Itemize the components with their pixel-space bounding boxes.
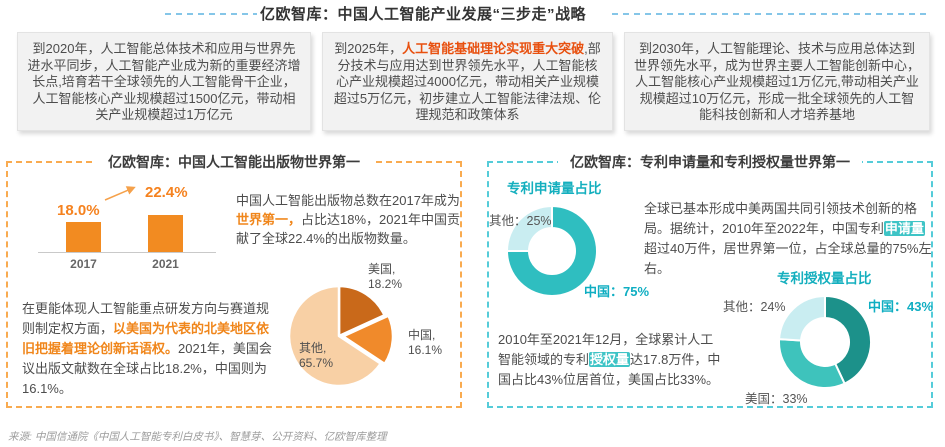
pie-label-other: 其他, 65.7% bbox=[299, 341, 334, 370]
donut-label-grants-china: 中国：43% bbox=[868, 299, 934, 314]
text-segment: 中国人工智能出版物总数在2017年成为 bbox=[236, 193, 460, 208]
publications-bar-chart: 18.0% 22.4% 2017 2021 bbox=[33, 183, 228, 295]
text-segment: 2010年至2021年12月，全球累计人工智能领域的专利 bbox=[498, 332, 714, 367]
donut-label-applications-other: 其他：25% bbox=[489, 214, 552, 228]
pie-slice-美国 bbox=[778, 338, 846, 389]
pie-slice-中国 bbox=[506, 205, 598, 297]
text-segment: 以美国为代表的北美地区依旧把握着理论创新话语权。 bbox=[22, 321, 270, 356]
pie-label-china: 中国, 16.1% bbox=[408, 328, 443, 357]
patent-grants-donut bbox=[778, 295, 872, 389]
growth-arrow-icon bbox=[104, 186, 136, 201]
text-segment: 2021年，美国会议出版文献数在全球占比18.2%，中国则为16.1%。 bbox=[22, 341, 272, 396]
applications-note: 全球已基本形成中美两国共同引领技术创新的格局。据统计，2010年至2022年，中… bbox=[644, 199, 936, 279]
text-segment: 世界第一， bbox=[236, 212, 302, 227]
header-dash-right bbox=[612, 13, 930, 15]
publications-note: 中国人工智能出版物总数在2017年成为世界第一，占比达18%，2021年中国贡献… bbox=[236, 191, 466, 248]
pie-slice-中国 bbox=[341, 314, 395, 366]
strategy-boxes-row: 到2020年，人工智能总体技术和应用与世界先进水平同步，人工智能产业成为新的重要… bbox=[17, 32, 930, 131]
donut-label-grants-usa: 美国：33% bbox=[745, 392, 808, 406]
text-segment: 申请量 bbox=[883, 221, 925, 236]
bar-category-2021: 2021 bbox=[152, 257, 179, 271]
text-segment: 到2030年，人工智能理论、技术与应用总体达到世界领先水平，成为世界主要人工智能… bbox=[634, 41, 921, 122]
text-segment: 全球已基本形成中美两国共同引领技术创新的格局。据统计，2010年至2022年，中… bbox=[644, 201, 918, 236]
donut-label-grants-other: 其他：24% bbox=[723, 300, 786, 314]
text-segment: 到2020年，人工智能总体技术和应用与世界先进水平同步，人工智能产业成为新的重要… bbox=[27, 41, 301, 122]
patents-panel-title: 亿欧智库：专利申请量和专利授权量世界第一 bbox=[558, 152, 862, 172]
pie-slice-中国 bbox=[824, 295, 872, 385]
publications-pie-chart bbox=[287, 284, 395, 388]
north-america-note: 在更能体现人工智能重点研发方向与赛道规则制定权方面，以美国为代表的北美地区依旧把… bbox=[22, 299, 276, 399]
text-segment: 占比达18%，2021年中国贡献了全球22.4%的出版物数量。 bbox=[236, 212, 460, 246]
patent-grants-title: 专利授权量占比 bbox=[777, 271, 872, 286]
text-segment: 超过40万件，居世界第一位，占全球总量的75%左右。 bbox=[644, 241, 932, 276]
patent-applications-title: 专利申请量占比 bbox=[507, 181, 602, 196]
strategy-box-2030: 到2030年，人工智能理论、技术与应用总体达到世界领先水平，成为世界主要人工智能… bbox=[624, 32, 930, 131]
pie-slice-美国 bbox=[337, 284, 386, 338]
text-segment: ,部分技术与应用达到世界领先水平，人工智能核心产业规模超过4000亿元，带动相关… bbox=[333, 41, 602, 122]
header-dash-left bbox=[165, 13, 257, 15]
bar-category-2017: 2017 bbox=[70, 257, 97, 271]
pie-label-usa: 美国, 18.2% bbox=[368, 262, 403, 291]
grants-note: 2010年至2021年12月，全球累计人工智能领域的专利授权量达17.8万件，中… bbox=[498, 330, 724, 390]
text-segment: 达17.8万件，中国占比43%位居首位，美国占比33%。 bbox=[498, 352, 721, 387]
bar-2021 bbox=[148, 214, 183, 252]
donut-label-applications-china: 中国：75% bbox=[584, 284, 650, 299]
bar-2017 bbox=[66, 221, 101, 252]
bar-value-2021: 22.4% bbox=[145, 184, 188, 201]
strategy-box-2025: 到2025年，人工智能基础理论实现重大突破,部分技术与应用达到世界领先水平，人工… bbox=[322, 32, 613, 131]
text-segment: 到2025年， bbox=[334, 41, 403, 56]
strategy-box-2020: 到2020年，人工智能总体技术和应用与世界先进水平同步，人工智能产业成为新的重要… bbox=[17, 32, 311, 131]
text-segment: 人工智能基础理论实现重大突破 bbox=[402, 41, 585, 56]
patent-applications-donut bbox=[506, 205, 598, 297]
bar-axis-line bbox=[38, 252, 216, 253]
page-title: 亿欧智库：中国人工智能产业发展“三步走”战略 bbox=[260, 6, 587, 23]
pie-slice-其他 bbox=[506, 205, 553, 252]
text-segment: 在更能体现人工智能重点研发方向与赛道规则制定权方面， bbox=[22, 301, 270, 336]
bar-value-2017: 18.0% bbox=[57, 202, 100, 219]
text-segment: 授权量 bbox=[589, 352, 631, 367]
pie-slice-其他 bbox=[778, 295, 826, 342]
source-note: 来源: 中国信通院《中国人工智能专利白皮书》、智慧芽、公开资料、亿欧智库整理 bbox=[8, 431, 387, 443]
patents-panel: 亿欧智库：专利申请量和专利授权量世界第一 专利申请量占比 其他：25% 中国：7… bbox=[487, 152, 936, 408]
pie-slice-其他 bbox=[287, 284, 382, 388]
publications-panel-title: 亿欧智库：中国人工智能出版物世界第一 bbox=[96, 152, 372, 172]
publications-panel: 亿欧智库：中国人工智能出版物世界第一 18.0% 22.4% 2017 2021… bbox=[6, 152, 462, 408]
